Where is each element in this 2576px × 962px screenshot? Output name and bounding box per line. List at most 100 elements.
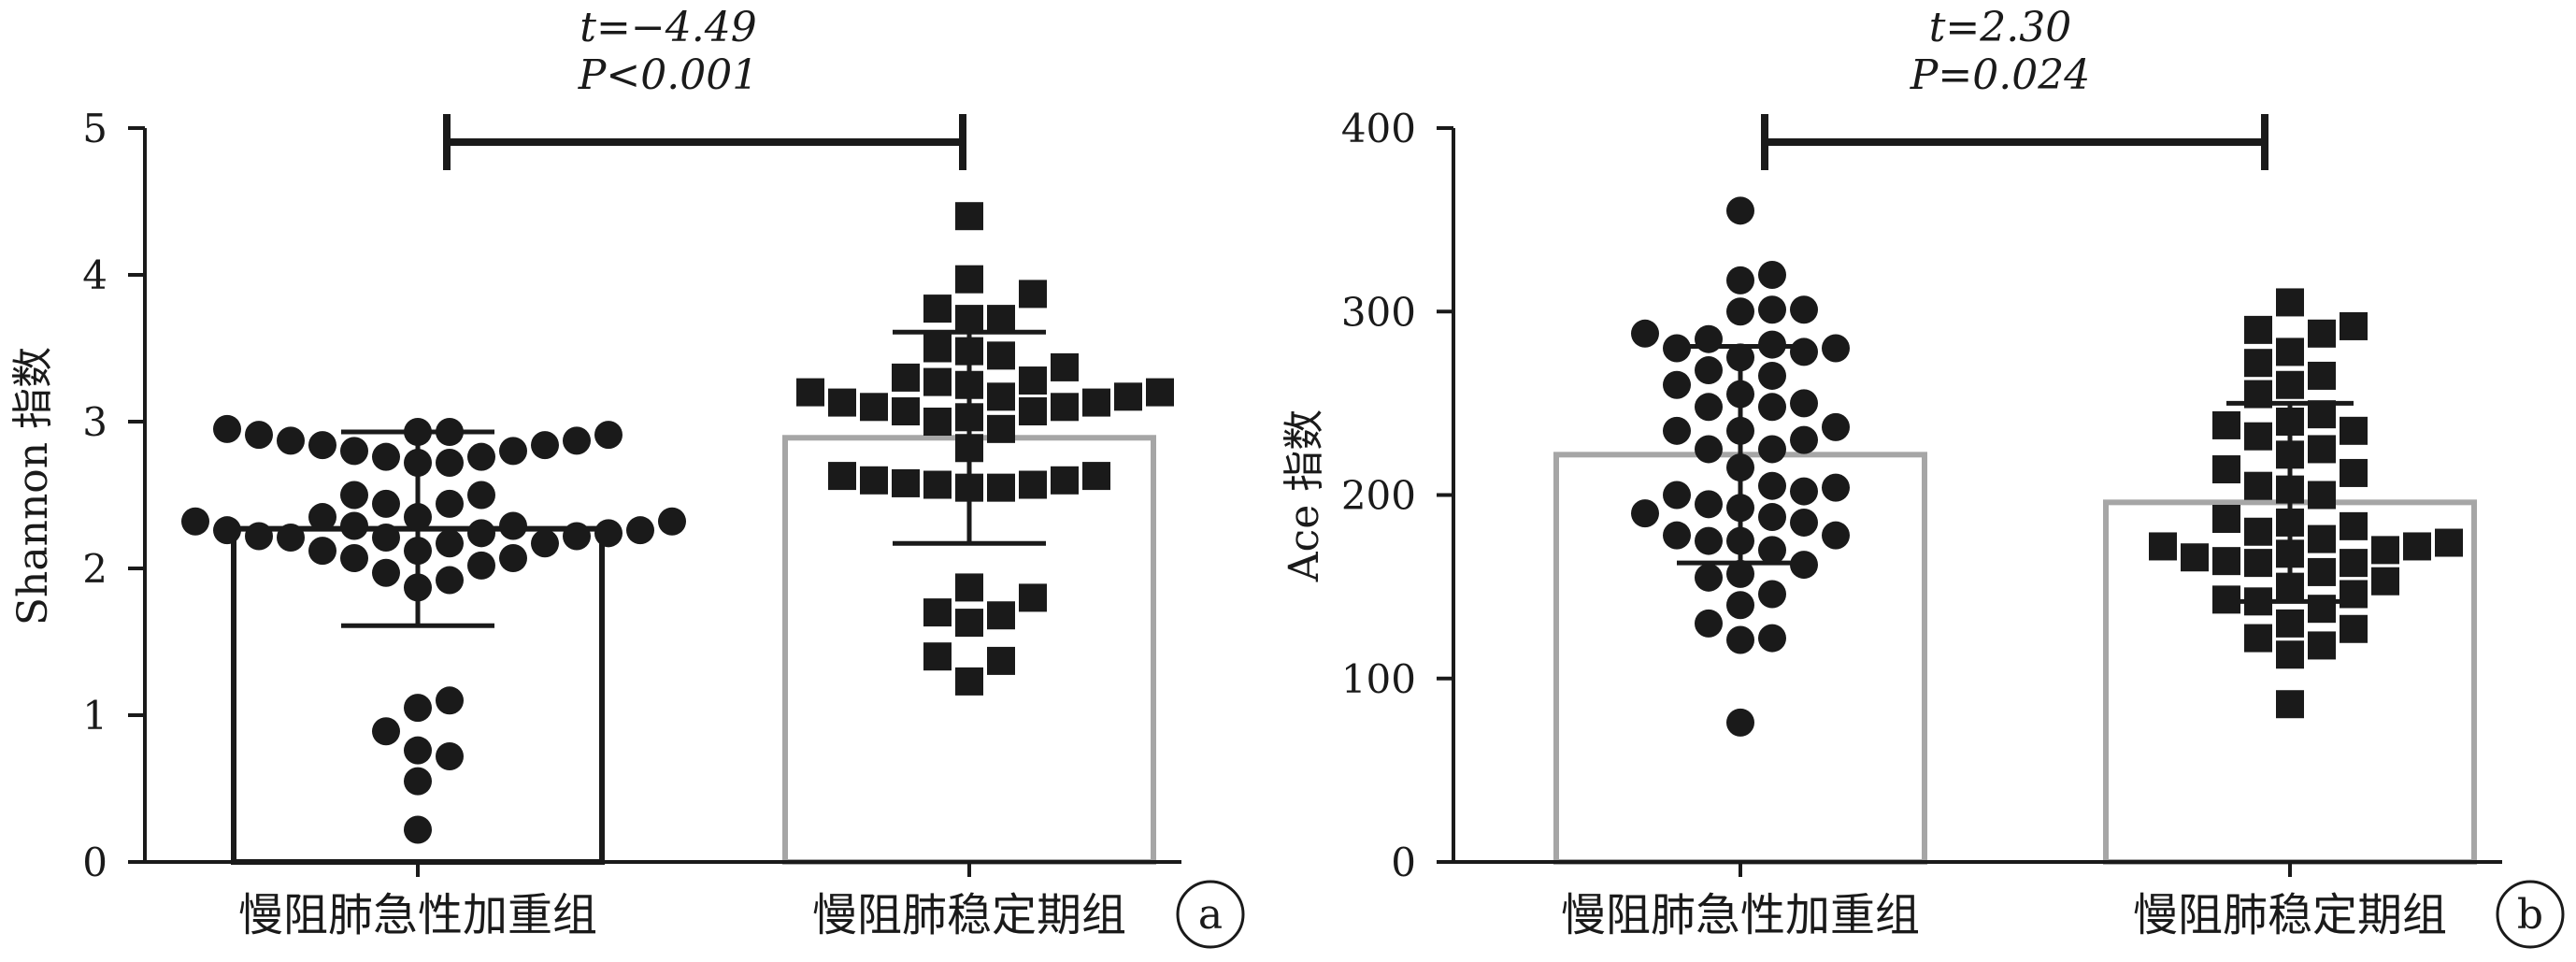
data-point-b-2-43 [2244,349,2272,378]
data-point-a-1-33 [372,489,400,518]
data-point-a-2-6 [923,598,952,627]
data-point-a-1-35 [340,481,368,510]
data-point-a-1-37 [436,448,464,477]
data-point-b-2-23 [2308,524,2336,553]
data-point-b-2-22 [2435,528,2463,557]
data-point-a-1-7 [436,686,464,715]
data-point-b-2-24 [2244,517,2272,546]
data-point-b-2-14 [2244,549,2272,578]
data-point-b-2-42 [2308,361,2336,390]
stat-t-a: t=−4.49 [580,4,756,51]
data-point-a-2-7 [1019,583,1047,612]
panel-tag-circle-b [2496,880,2565,949]
data-point-b-1-45 [1726,297,1754,326]
data-point-a-1-20 [563,522,591,551]
data-point-a-2-26 [1082,388,1110,417]
y-tick-label-b-4: 400 [1341,106,1416,151]
category-label-a-2: 慢阻肺稳定期组 [812,889,1126,941]
data-point-b-2-10 [2340,580,2368,609]
data-point-b-1-15 [1790,508,1818,537]
data-point-b-2-1 [2276,690,2304,719]
data-point-a-2-14 [1051,466,1079,495]
data-point-b-1-23 [1758,471,1786,500]
data-point-b-2-5 [2340,614,2368,643]
data-point-a-1-41 [499,437,527,466]
y-tick-label-a-5: 5 [82,106,107,151]
data-point-a-1-34 [467,481,495,510]
data-point-a-2-34 [1019,366,1047,395]
data-point-b-1-47 [1790,295,1818,324]
data-point-b-2-32 [2212,455,2240,484]
data-point-b-1-12 [1695,526,1723,555]
data-point-a-1-45 [563,426,591,455]
data-point-b-2-44 [2276,337,2304,366]
data-point-b-2-48 [2276,288,2304,317]
data-point-b-1-14 [1822,521,1850,550]
y-tick-label-b-0: 0 [1391,840,1416,885]
data-point-b-1-43 [1695,324,1723,353]
data-point-a-2-42 [923,294,952,323]
data-point-a-1-22 [467,519,495,548]
data-point-b-1-31 [1758,393,1786,422]
y-tick-label-b-2: 200 [1341,473,1416,519]
data-point-a-1-29 [658,507,686,536]
data-point-a-2-27 [828,388,856,417]
data-point-a-2-15 [860,466,888,495]
data-point-a-2-44 [955,265,983,294]
panel-tag-circle-a [1176,880,1245,949]
data-point-b-1-49 [1758,261,1786,289]
data-point-a-2-5 [987,601,1015,630]
data-point-b-1-19 [1695,490,1723,519]
data-point-b-1-13 [1663,521,1691,550]
y-tick-label-b-1: 100 [1341,656,1416,702]
data-point-a-2-11 [923,470,952,499]
data-point-b-1-16 [1758,503,1786,532]
data-point-a-1-4 [404,736,432,765]
data-point-b-1-36 [1758,361,1786,390]
data-point-b-2-17 [2181,543,2209,572]
data-point-b-2-34 [2308,435,2336,464]
data-point-a-2-3 [923,642,952,671]
data-point-b-1-6 [1758,580,1786,609]
data-point-b-2-20 [2403,532,2431,561]
data-point-b-1-20 [1663,481,1691,510]
data-point-a-1-11 [467,551,495,580]
data-point-a-1-23 [594,519,623,548]
data-point-b-2-12 [2371,567,2399,596]
data-point-a-2-12 [1019,470,1047,499]
y-tick-label-a-4: 4 [82,252,107,298]
data-point-a-2-4 [955,609,983,638]
category-label-b-1: 慢阻肺急性加重组 [1561,889,1920,941]
data-point-b-1-21 [1790,477,1818,506]
data-point-a-2-16 [1082,462,1110,491]
data-point-a-1-12 [340,544,368,573]
data-point-b-1-7 [1695,563,1723,592]
data-point-b-2-30 [2244,471,2272,500]
data-point-b-2-15 [2340,549,2368,578]
data-point-a-1-15 [308,537,336,566]
data-point-b-1-35 [1663,370,1691,399]
data-point-a-1-16 [436,529,464,558]
panel-b: Ace 指数 t=2.30 P=0.024 慢阻肺急性加重组 慢阻肺稳定期组 b… [1281,4,2565,949]
data-point-a-2-36 [1051,352,1079,381]
data-point-b-2-7 [2308,595,2336,624]
data-point-b-2-16 [2212,547,2240,576]
data-point-a-2-10 [987,473,1015,502]
data-point-b-2-35 [2244,422,2272,451]
panel-a: Shannon 指数 t=−4.49 P<0.001 慢阻肺急性加重组 慢阻肺稳… [9,4,1245,949]
data-point-a-1-13 [499,544,527,573]
data-point-b-1-41 [1822,334,1850,363]
data-point-b-2-28 [2308,481,2336,510]
data-point-a-2-39 [923,334,952,363]
data-point-b-1-48 [1726,266,1754,294]
data-point-b-2-27 [2212,505,2240,534]
data-point-a-1-17 [531,529,559,558]
data-point-a-2-29 [1114,382,1142,411]
data-point-a-2-24 [1051,393,1079,422]
data-point-a-1-40 [340,437,368,466]
data-point-a-1-3 [436,741,464,770]
data-point-b-1-32 [1695,393,1723,422]
data-point-b-2-36 [2340,416,2368,445]
data-point-a-1-32 [436,489,464,518]
